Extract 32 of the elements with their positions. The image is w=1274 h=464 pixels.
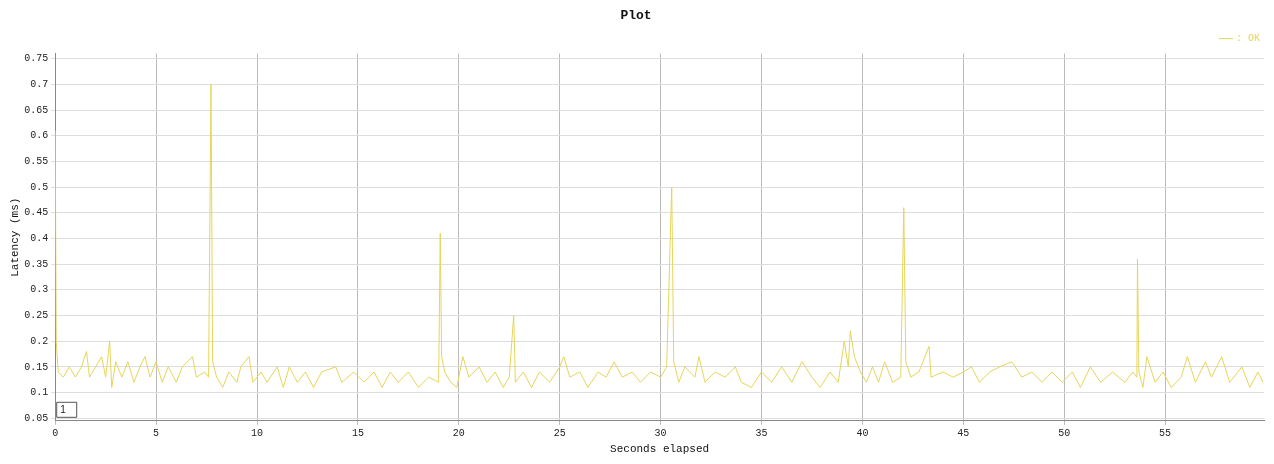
y-axis-title: Latency (ms) — [8, 197, 21, 277]
y-tick-label: 0.1 — [30, 387, 49, 399]
x-tick-label: 5 — [153, 428, 160, 440]
y-tick-label: 0.5 — [30, 181, 49, 193]
x-tick-label: 20 — [452, 428, 465, 440]
x-tick-label: 55 — [1159, 428, 1172, 440]
y-tick-label: 0.2 — [30, 335, 49, 347]
x-tick-label: 35 — [755, 428, 768, 440]
y-tick-label: 0.7 — [30, 79, 49, 91]
y-tick-label: 0.65 — [24, 104, 49, 116]
x-tick-label: 45 — [957, 428, 970, 440]
y-tick-label: 0.15 — [24, 361, 49, 373]
y-tick-label: 0.45 — [24, 207, 49, 219]
x-tick-label: 0 — [52, 428, 59, 440]
x-tick-label: 25 — [553, 428, 566, 440]
x-tick-label: 10 — [251, 428, 264, 440]
y-tick-label: 0.25 — [24, 310, 49, 322]
y-tick-label: 0.05 — [24, 412, 49, 424]
x-tick-label: 15 — [351, 428, 364, 440]
annotation: 1 — [60, 403, 67, 415]
y-tick-label: 0.55 — [24, 156, 49, 168]
y-tick-label: 0.4 — [30, 233, 49, 245]
y-tick-label: 0.75 — [24, 53, 49, 65]
y-tick-label: 0.35 — [24, 258, 49, 270]
chart-title: Plot — [620, 8, 652, 24]
y-tick-label: 0.6 — [30, 130, 49, 142]
x-tick-label: 50 — [1058, 428, 1071, 440]
x-tick-label: 30 — [654, 428, 667, 440]
legend-label: : OK — [1236, 33, 1261, 45]
x-tick-label: 40 — [856, 428, 869, 440]
y-tick-label: 0.3 — [30, 284, 49, 296]
x-axis-title: Seconds elapsed — [610, 443, 710, 456]
